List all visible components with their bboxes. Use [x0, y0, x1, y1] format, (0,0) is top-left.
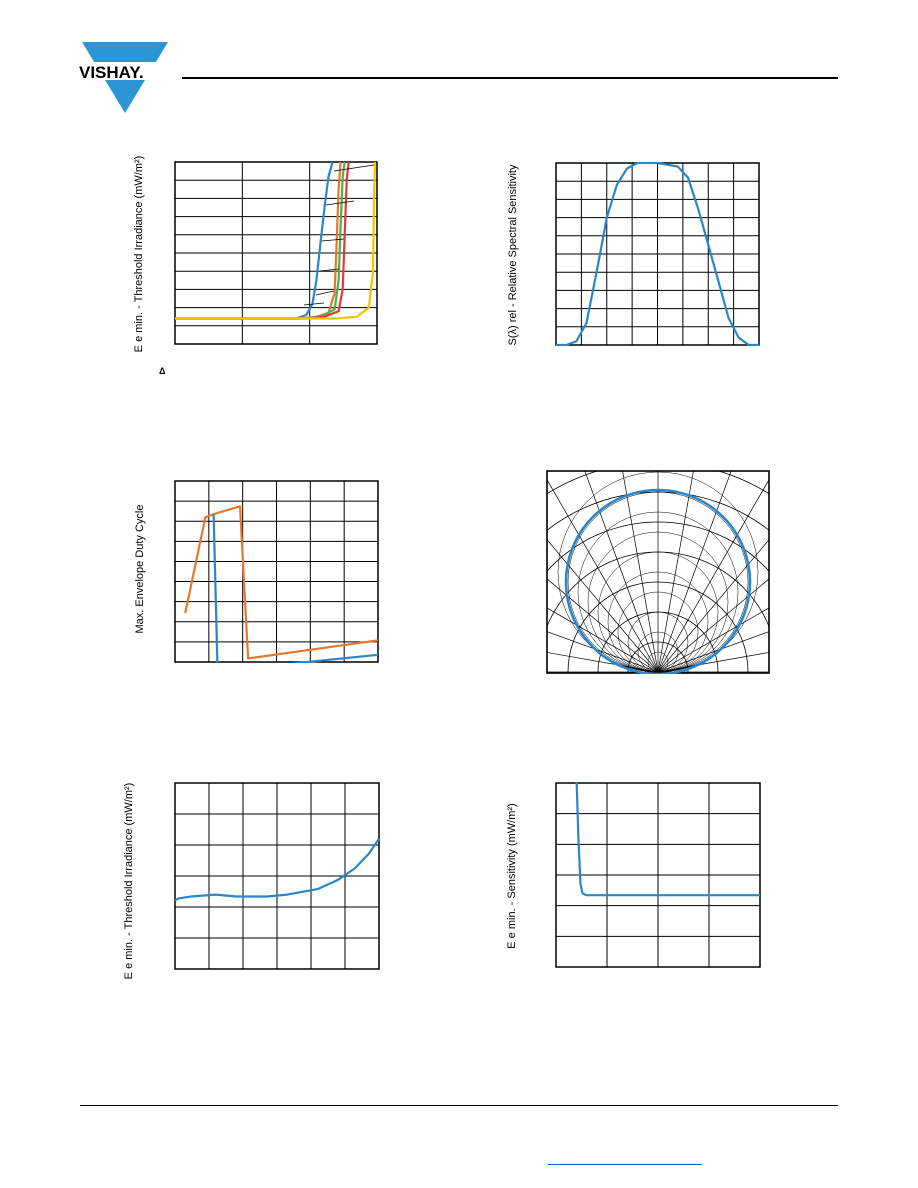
polar-spoke — [584, 471, 659, 673]
polar-spoke — [657, 539, 769, 673]
chart2-ylabel: S(λ) rel - Relative Spectral Sensitivity — [507, 164, 519, 346]
series-line-red — [175, 161, 350, 320]
header-rule — [182, 77, 838, 79]
vishay-logo-text: VISHAY. — [79, 63, 144, 82]
polar-spoke — [657, 607, 769, 673]
polar-spoke — [547, 479, 659, 673]
series-line-green — [175, 161, 346, 320]
vishay-logo: VISHAY. — [78, 42, 170, 113]
series-line-blue — [175, 161, 334, 320]
chart1-note: Δ — [159, 366, 166, 376]
annotation-leader — [303, 302, 325, 306]
chart-threshold-irradiance-vs-temperature — [174, 782, 380, 970]
annotation-leader — [333, 164, 375, 172]
series-line-blue — [212, 513, 379, 663]
series-line-orange — [175, 161, 342, 320]
chart-relative-spectral-sensitivity — [555, 162, 760, 346]
chart-directivity-polar — [546, 470, 770, 674]
chart6-ylabel: E e min. - Sensitivity (mW/m²) — [506, 803, 518, 949]
annotation-leader — [315, 290, 335, 296]
chart5-ylabel: E e min. - Threshold Irradiance (mW/m²) — [123, 782, 135, 980]
series-line-orange — [184, 505, 379, 660]
series-line-blue — [575, 782, 760, 897]
footer-link-underline[interactable] — [548, 1164, 702, 1165]
chart-sensitivity-vs-distance — [555, 782, 761, 968]
chart-max-envelope-duty-cycle — [174, 480, 379, 663]
polar-spoke — [657, 578, 769, 673]
polar-spoke — [547, 539, 659, 673]
polar-spoke — [622, 471, 659, 673]
polar-spoke — [547, 578, 659, 673]
polar-spoke — [547, 631, 659, 673]
series-line-yellow — [175, 161, 377, 320]
series-line-blue — [556, 162, 759, 346]
polar-spoke — [657, 471, 694, 673]
polar-spoke — [547, 607, 659, 673]
series-line-blue — [174, 838, 380, 902]
chart3-ylabel: Max. Envelope Duty Cycle — [134, 504, 146, 634]
annotation-leader — [325, 200, 355, 206]
polar-grid — [547, 471, 769, 673]
polar-spoke — [657, 471, 732, 673]
chart1-ylabel: E e min. - Threshold Irradiance (mW/m²) — [133, 155, 145, 353]
polar-spoke — [657, 652, 769, 673]
chart-threshold-irradiance-vs-frequency — [174, 161, 378, 345]
footer-rule — [80, 1105, 838, 1106]
polar-spoke — [657, 479, 769, 673]
annotation-leader — [321, 238, 345, 242]
polar-spoke — [547, 652, 659, 673]
series-directivity-blue — [564, 488, 752, 674]
annotation-leader — [319, 268, 340, 272]
polar-spoke — [657, 631, 769, 673]
